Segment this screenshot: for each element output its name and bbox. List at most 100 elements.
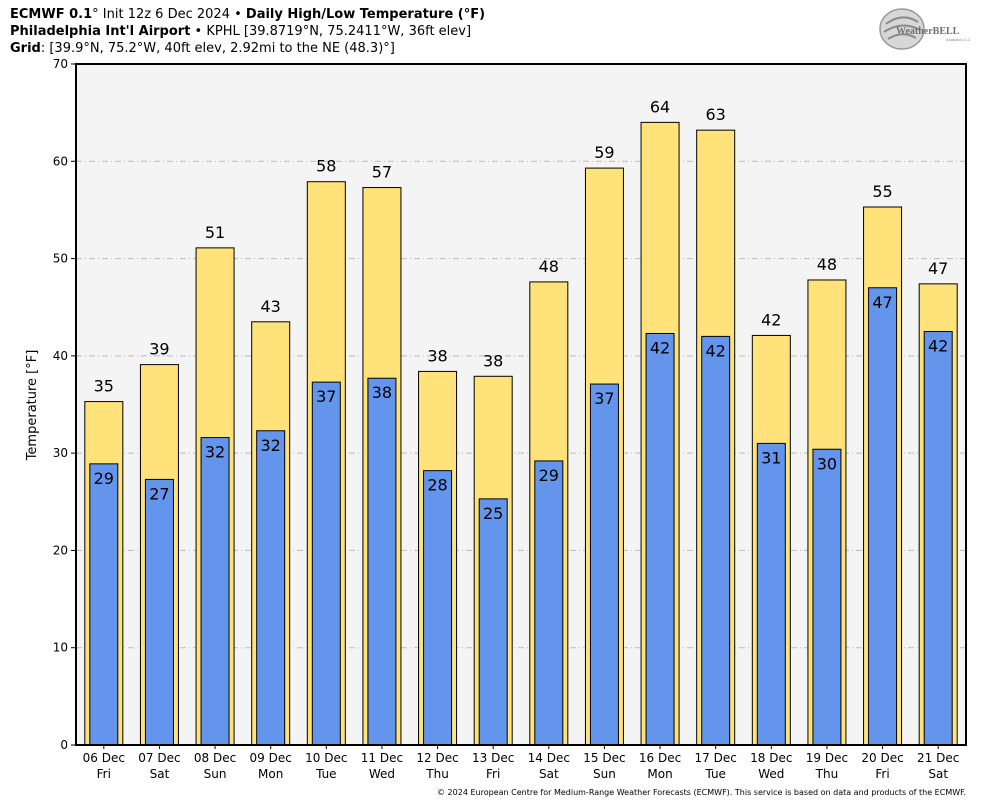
high-value-label: 38 bbox=[427, 346, 447, 365]
low-value-label: 29 bbox=[539, 466, 559, 485]
low-value-label: 32 bbox=[261, 436, 281, 455]
low-value-label: 42 bbox=[706, 341, 726, 360]
x-tick-weekday: Tue bbox=[315, 767, 337, 781]
low-value-label: 42 bbox=[650, 338, 670, 357]
low-bar bbox=[701, 335, 731, 746]
low-bar bbox=[645, 332, 675, 746]
x-tick-weekday: Fri bbox=[875, 767, 889, 781]
low-bar bbox=[868, 287, 898, 746]
low-bar bbox=[812, 448, 842, 746]
x-tick-weekday: Wed bbox=[369, 767, 395, 781]
x-tick-weekday: Sun bbox=[204, 767, 227, 781]
logo-text: WeatherBELL bbox=[896, 26, 960, 37]
x-tick-date: 10 Dec bbox=[305, 751, 347, 765]
x-tick-date: 17 Dec bbox=[695, 751, 737, 765]
x-tick-date: 11 Dec bbox=[361, 751, 403, 765]
low-value-label: 25 bbox=[483, 504, 503, 523]
y-tick-label: 30 bbox=[53, 446, 68, 460]
low-value-label: 47 bbox=[872, 293, 892, 312]
x-tick-weekday: Thu bbox=[815, 767, 839, 781]
low-bar bbox=[311, 381, 341, 746]
x-tick-weekday: Sat bbox=[539, 767, 559, 781]
high-value-label: 39 bbox=[149, 340, 169, 359]
high-value-label: 59 bbox=[594, 143, 614, 162]
header-line-2: Philadelphia Int'l Airport • KPHL [39.87… bbox=[10, 23, 471, 40]
station-details: • KPHL [39.8719°N, 75.2411°W, 36ft elev] bbox=[190, 24, 472, 39]
x-tick-weekday: Wed bbox=[758, 767, 784, 781]
high-value-label: 58 bbox=[316, 157, 336, 176]
low-value-label: 28 bbox=[427, 476, 447, 495]
x-tick-date: 13 Dec bbox=[472, 751, 514, 765]
high-value-label: 42 bbox=[761, 310, 781, 329]
grid-label: Grid bbox=[10, 41, 41, 56]
low-value-label: 29 bbox=[94, 469, 114, 488]
x-tick-date: 06 Dec bbox=[83, 751, 125, 765]
y-tick-label: 0 bbox=[60, 738, 68, 752]
low-bar bbox=[534, 460, 564, 746]
plot-frame bbox=[75, 63, 967, 746]
x-tick-date: 14 Dec bbox=[528, 751, 570, 765]
low-bar bbox=[367, 377, 397, 746]
x-tick-weekday: Sat bbox=[928, 767, 948, 781]
low-bar bbox=[256, 430, 286, 746]
x-axis-labels: 06 Dec Fri 07 Dec Sat 08 Dec Sun 09 Dec Mon 10 D… bbox=[83, 745, 959, 781]
model-degree: ° bbox=[92, 7, 99, 22]
y-tick-label: 50 bbox=[53, 252, 68, 266]
low-value-label: 32 bbox=[205, 443, 225, 462]
y-tick-label: 60 bbox=[53, 154, 68, 168]
x-tick-date: 12 Dec bbox=[416, 751, 458, 765]
low-bar bbox=[478, 498, 508, 746]
x-tick-weekday: Fri bbox=[486, 767, 500, 781]
low-value-label: 38 bbox=[372, 383, 392, 402]
low-value-label: 37 bbox=[594, 389, 614, 408]
x-tick-date: 15 Dec bbox=[583, 751, 625, 765]
x-tick-date: 20 Dec bbox=[861, 751, 903, 765]
product-title: Daily High/Low Temperature (°F) bbox=[245, 7, 486, 22]
high-value-label: 35 bbox=[94, 377, 114, 396]
x-tick-weekday: Thu bbox=[425, 767, 449, 781]
x-tick-weekday: Tue bbox=[704, 767, 726, 781]
low-bar bbox=[89, 463, 119, 746]
high-value-label: 38 bbox=[483, 351, 503, 370]
header-line-1: ECMWF 0.1° Init 12z 6 Dec 2024 • Daily H… bbox=[10, 6, 485, 23]
header-line-3: Grid: [39.9°N, 75.2°W, 40ft elev, 2.92mi… bbox=[10, 40, 395, 57]
low-bar bbox=[144, 478, 174, 746]
low-value-label: 42 bbox=[928, 337, 948, 356]
y-axis-title: Temperature [°F] bbox=[25, 350, 40, 462]
low-bar bbox=[923, 331, 953, 746]
high-value-label: 48 bbox=[539, 257, 559, 276]
x-tick-weekday: Mon bbox=[647, 767, 672, 781]
x-tick-date: 07 Dec bbox=[138, 751, 180, 765]
station-name: Philadelphia Int'l Airport bbox=[10, 24, 191, 39]
high-value-label: 64 bbox=[650, 97, 670, 116]
x-tick-date: 18 Dec bbox=[750, 751, 792, 765]
low-bar bbox=[756, 442, 786, 746]
x-tick-weekday: Fri bbox=[97, 767, 111, 781]
x-tick-date: 08 Dec bbox=[194, 751, 236, 765]
x-tick-weekday: Mon bbox=[258, 767, 283, 781]
logo-subtext: Analytics LLC bbox=[946, 37, 971, 42]
high-value-label: 47 bbox=[928, 259, 948, 278]
low-bar bbox=[423, 470, 453, 746]
copyright-footer: © 2024 European Centre for Medium-Range … bbox=[437, 788, 966, 797]
y-tick-label: 20 bbox=[53, 543, 68, 557]
y-axis-labels: 0 10 20 30 40 50 60 70 bbox=[53, 57, 76, 752]
high-value-label: 63 bbox=[706, 105, 726, 124]
high-value-label: 48 bbox=[817, 255, 837, 274]
x-tick-date: 21 Dec bbox=[917, 751, 959, 765]
high-value-label: 57 bbox=[372, 163, 392, 182]
x-tick-date: 16 Dec bbox=[639, 751, 681, 765]
model-name: ECMWF 0.1 bbox=[10, 7, 93, 22]
x-tick-date: 09 Dec bbox=[250, 751, 292, 765]
x-tick-weekday: Sun bbox=[593, 767, 616, 781]
x-tick-weekday: Sat bbox=[150, 767, 170, 781]
low-value-label: 31 bbox=[761, 448, 781, 467]
y-tick-label: 10 bbox=[53, 641, 68, 655]
low-value-label: 37 bbox=[316, 387, 336, 406]
grid-details: : [39.9°N, 75.2°W, 40ft elev, 2.92mi to … bbox=[40, 41, 395, 56]
high-value-label: 55 bbox=[872, 182, 892, 201]
init-time: Init 12z 6 Dec 2024 • bbox=[98, 7, 246, 22]
x-tick-date: 19 Dec bbox=[806, 751, 848, 765]
high-value-label: 43 bbox=[261, 297, 281, 316]
